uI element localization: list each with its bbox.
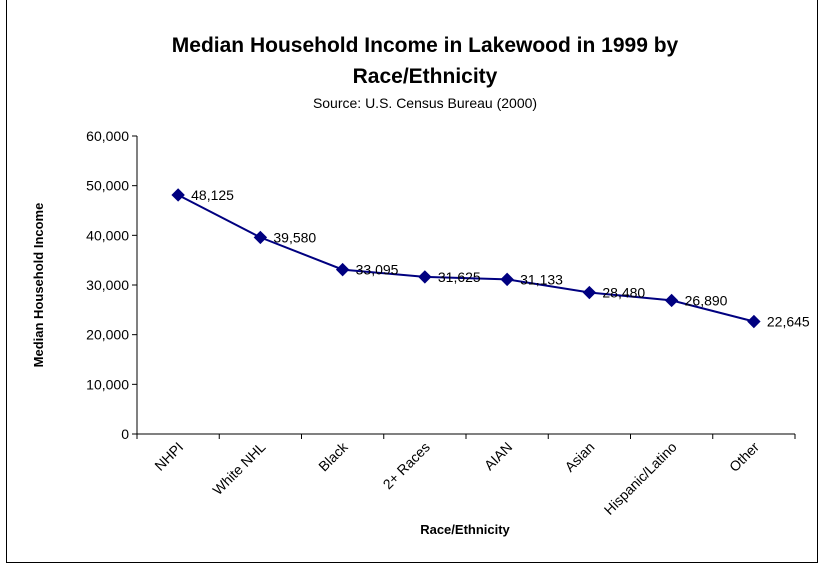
data-label: 31,625 bbox=[438, 269, 481, 285]
data-point-marker bbox=[664, 293, 679, 308]
series-line bbox=[177, 194, 755, 323]
chart-title-line1: Median Household Income in Lakewood in 1… bbox=[172, 34, 679, 57]
data-label: 28,480 bbox=[602, 285, 645, 301]
data-point-marker bbox=[747, 314, 761, 329]
data-label: 26,890 bbox=[685, 292, 728, 308]
y-tick-label: 20,000 bbox=[86, 327, 129, 343]
x-tick-label: AIAN bbox=[481, 439, 515, 473]
data-point-marker bbox=[500, 272, 514, 287]
chart-subtitle: Source: U.S. Census Bureau (2000) bbox=[313, 95, 537, 111]
x-tick-label: Hispanic/Latino bbox=[601, 439, 680, 518]
y-axis-title: Median Household Income bbox=[31, 203, 46, 368]
x-tick-label: 2+ Races bbox=[380, 439, 433, 492]
data-point-marker bbox=[171, 188, 185, 202]
data-labels: 48,125 39,580 33,095 31,625 31,133 28,480 26,8… bbox=[191, 187, 810, 330]
y-tick-labels: 0 10,000 20,000 30,000 40,000 50,000 60,000 bbox=[86, 128, 129, 442]
x-tick-label: Asian bbox=[561, 439, 597, 475]
data-label: 33,095 bbox=[356, 262, 399, 278]
x-tick-label: NHPI bbox=[151, 439, 186, 474]
data-label: 39,580 bbox=[273, 229, 316, 245]
data-label: 22,645 bbox=[767, 314, 810, 330]
data-point-marker bbox=[418, 270, 432, 284]
y-tick-label: 40,000 bbox=[86, 227, 129, 243]
y-tick-label: 60,000 bbox=[86, 128, 129, 144]
x-tick-labels: NHPI White NHL Black 2+ Races AIAN Asian Hispa… bbox=[151, 438, 762, 518]
chart-title-line2: Race/Ethnicity bbox=[353, 65, 498, 88]
data-point-marker bbox=[335, 262, 350, 277]
y-tick-label: 30,000 bbox=[86, 277, 129, 293]
data-point-marker bbox=[253, 230, 268, 245]
x-tick-label: Other bbox=[726, 439, 762, 475]
x-axis-title: Race/Ethnicity bbox=[420, 522, 510, 537]
x-tick-label: Black bbox=[315, 438, 351, 474]
data-label: 48,125 bbox=[191, 187, 234, 203]
y-tick-label: 0 bbox=[121, 426, 129, 442]
y-tick-label: 10,000 bbox=[86, 376, 129, 392]
series-markers bbox=[171, 188, 761, 329]
axes bbox=[132, 135, 796, 439]
series-polyline bbox=[177, 194, 755, 323]
x-tick-label: White NHL bbox=[209, 439, 268, 498]
chart-frame bbox=[6, 0, 818, 563]
data-label: 31,133 bbox=[520, 271, 563, 287]
data-point-marker bbox=[582, 285, 597, 300]
y-tick-label: 50,000 bbox=[86, 178, 129, 194]
